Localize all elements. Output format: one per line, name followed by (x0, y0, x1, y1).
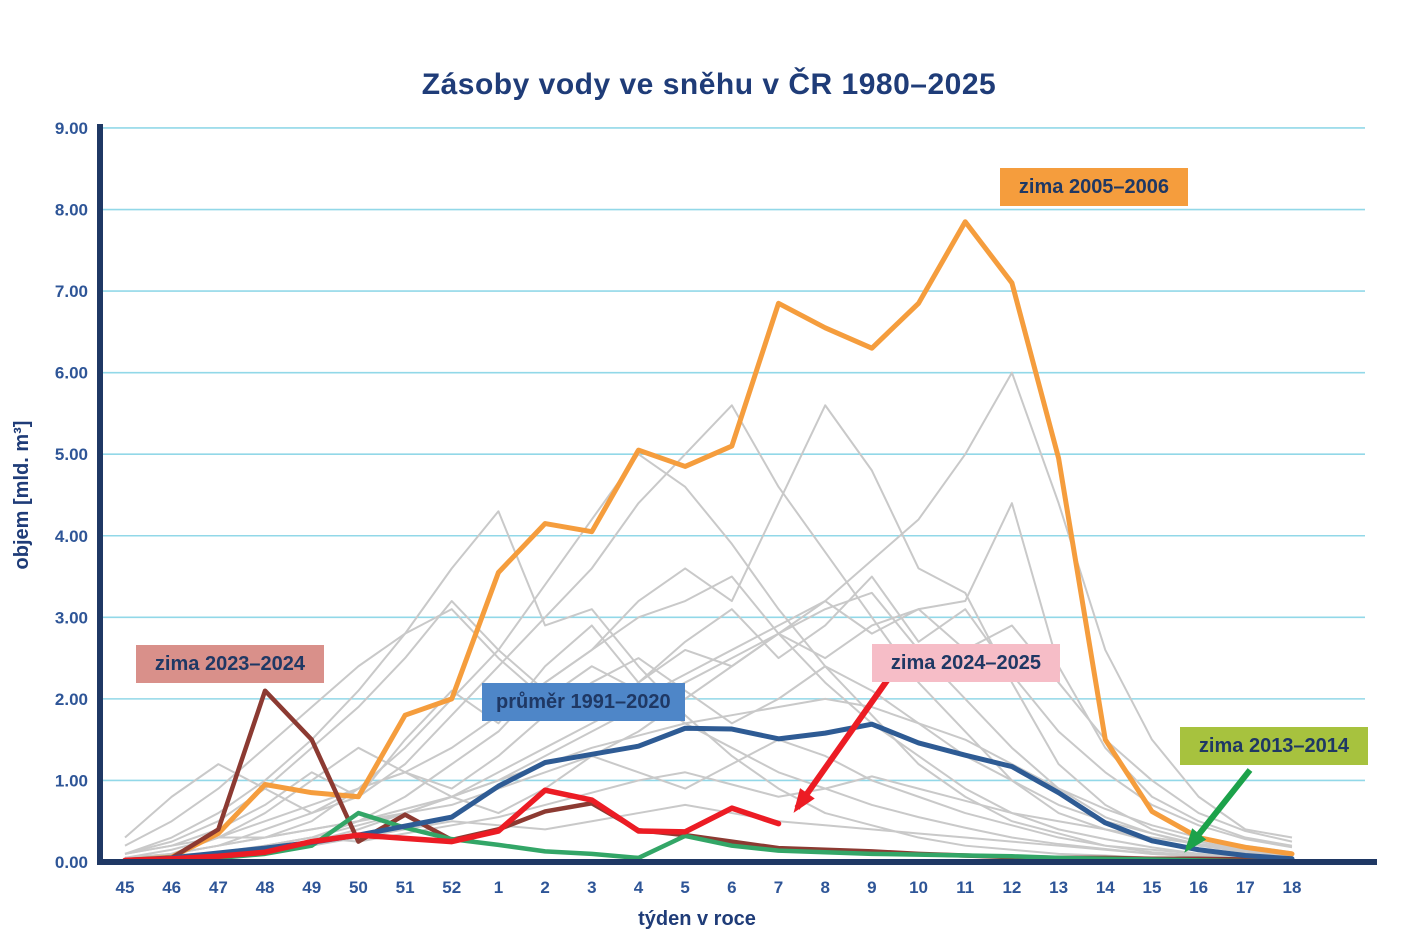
x-axis-title: týden v roce (638, 908, 756, 930)
x-tick-label: 52 (442, 878, 461, 897)
x-tick-label: 12 (1002, 878, 1021, 897)
x-tick-label: 15 (1142, 878, 1161, 897)
x-tick-label: 8 (820, 878, 829, 897)
x-tick-label: 9 (867, 878, 876, 897)
x-tick-label: 4 (634, 878, 644, 897)
x-tick-label: 46 (162, 878, 181, 897)
x-tick-label: 16 (1189, 878, 1208, 897)
label-prumer-1991-2020: průměr 1991–2020 (482, 683, 685, 721)
series-gray-07 (124, 591, 1293, 857)
series-gray-01 (124, 371, 1293, 855)
series-gray-06 (124, 575, 1293, 860)
label-zima-2023-2024: zima 2023–2024 (136, 645, 324, 683)
x-tick-label: 50 (349, 878, 368, 897)
y-tick-label: 8.00 (55, 201, 88, 220)
series-zima 2005–2006 (122, 219, 1295, 863)
x-tick-label: 6 (727, 878, 736, 897)
chart-title: Zásoby vody ve sněhu v ČR 1980–2025 (421, 68, 997, 101)
x-tick-label: 45 (116, 878, 135, 897)
x-tick-label: 3 (587, 878, 596, 897)
series-gray-14 (124, 608, 1293, 863)
x-tick-label: 11 (956, 878, 974, 897)
label-zima-2005-2006: zima 2005–2006 (1000, 168, 1188, 206)
y-tick-label: 3.00 (55, 608, 88, 627)
label-zima-2013-2014: zima 2013–2014 (1180, 727, 1368, 765)
series-gray-09 (124, 697, 1293, 859)
y-tick-label: 6.00 (55, 364, 88, 383)
label-zima-2024-2025: zima 2024–2025 (872, 644, 1060, 682)
series-gray-10 (124, 738, 1293, 860)
x-axis-line (97, 859, 1377, 865)
series-zima 2024–2025 (122, 787, 782, 864)
x-tick-label: 51 (396, 878, 415, 897)
series-gray-02 (124, 404, 1293, 859)
y-axis-title: objem [mld. m³] (11, 421, 33, 570)
x-tick-label: 7 (774, 878, 783, 897)
x-tick-label: 17 (1236, 878, 1255, 897)
y-axis-line (97, 124, 103, 865)
x-tick-label: 1 (494, 878, 503, 897)
series-gray-03 (124, 404, 1293, 863)
y-tick-label: 2.00 (55, 690, 88, 709)
y-tick-label: 7.00 (55, 282, 88, 301)
x-tick-label: 49 (302, 878, 321, 897)
x-tick-label: 47 (209, 878, 228, 897)
y-tick-label: 1.00 (55, 771, 88, 790)
y-tick-label: 5.00 (55, 445, 88, 464)
series-gray-16 (124, 608, 1293, 861)
y-tick-label: 4.00 (55, 527, 88, 546)
x-tick-label: 18 (1283, 878, 1302, 897)
x-tick-label: 13 (1049, 878, 1068, 897)
x-tick-label: 5 (680, 878, 689, 897)
series-gray-13 (124, 575, 1293, 855)
y-tick-label: 9.00 (55, 119, 88, 138)
x-tick-label: 2 (540, 878, 549, 897)
x-tick-label: 48 (256, 878, 275, 897)
x-tick-label: 10 (909, 878, 928, 897)
x-tick-label: 14 (1096, 878, 1115, 897)
y-tick-label: 0.00 (55, 853, 88, 872)
